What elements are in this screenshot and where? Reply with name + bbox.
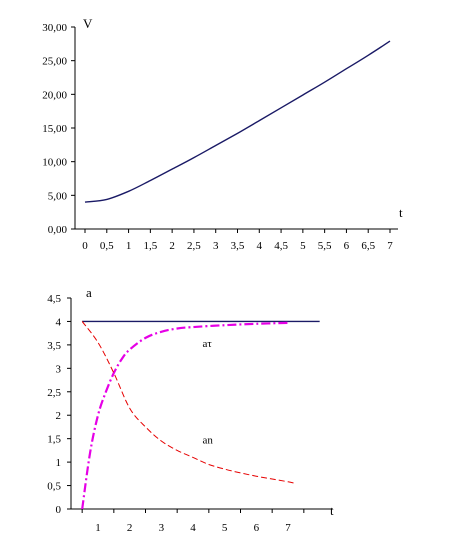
- x-tick-label: 4: [190, 522, 196, 534]
- y-tick-label: 0,5: [47, 481, 61, 493]
- x-tick-label: 3: [159, 522, 165, 534]
- x-tick-label: 4,5: [274, 240, 288, 252]
- x-tick-label: 2: [169, 240, 175, 252]
- x-tick-label: 6: [344, 240, 350, 252]
- x-tick-label: 5: [222, 522, 228, 534]
- y-tick-label: 25,00: [42, 56, 67, 68]
- x-tick-label: 5,5: [318, 240, 332, 252]
- y-tick-label: 10,00: [42, 157, 67, 169]
- y-axis-label: a: [86, 285, 92, 300]
- x-tick-label: 3: [213, 240, 219, 252]
- y-tick-label: 4,5: [47, 293, 61, 305]
- x-tick-label: 3,5: [231, 240, 245, 252]
- y-tick-label: 15,00: [42, 123, 67, 135]
- y-tick-label: 4: [56, 316, 62, 328]
- y-tick-label: 0: [56, 504, 62, 516]
- x-tick-label: 1: [126, 240, 132, 252]
- x-tick-label: 7: [285, 522, 291, 534]
- x-axis-label: t: [330, 503, 334, 518]
- x-tick-label: 6,5: [361, 240, 375, 252]
- x-tick-label: 4: [257, 240, 263, 252]
- y-tick-label: 20,00: [42, 89, 67, 101]
- y-tick-label: 1,5: [47, 434, 61, 446]
- y-tick-label: 1: [56, 457, 62, 469]
- series-line: [81, 321, 295, 484]
- curve-label: an: [203, 434, 214, 446]
- x-tick-label: 2: [127, 522, 133, 534]
- series-line: [84, 40, 391, 203]
- x-tick-label: 1: [95, 522, 101, 534]
- x-tick-label: 0: [82, 240, 88, 252]
- x-tick-label: 7: [387, 240, 393, 252]
- y-tick-label: 2,5: [47, 387, 61, 399]
- x-tick-label: 5: [300, 240, 306, 252]
- y-tick-label: 0,00: [48, 224, 68, 236]
- x-tick-label: 1,5: [143, 240, 157, 252]
- x-tick-label: 6: [254, 522, 260, 534]
- x-axis-label: t: [399, 205, 403, 220]
- y-axis-label: V: [83, 16, 93, 31]
- y-tick-label: 5,00: [48, 190, 68, 202]
- y-tick-label: 3: [56, 363, 62, 375]
- curve-label: aτ: [203, 338, 213, 350]
- x-tick-label: 0,5: [100, 240, 114, 252]
- acceleration-chart: 0 0,5 1 1,5 2 2,5 3 3,5 4 4,5 1 2 3 4 5 6 7 a t aτ an: [47, 285, 334, 534]
- velocity-chart: 0,00 5,00 10,00 15,00 20,00 25,00 30,00 0 0,5 1 1,…: [42, 16, 403, 252]
- y-tick-label: 3,5: [47, 340, 61, 352]
- y-tick-label: 30,00: [42, 22, 67, 34]
- y-tick-label: 2: [56, 410, 62, 422]
- series-line: [81, 321, 289, 510]
- x-tick-label: 2,5: [187, 240, 201, 252]
